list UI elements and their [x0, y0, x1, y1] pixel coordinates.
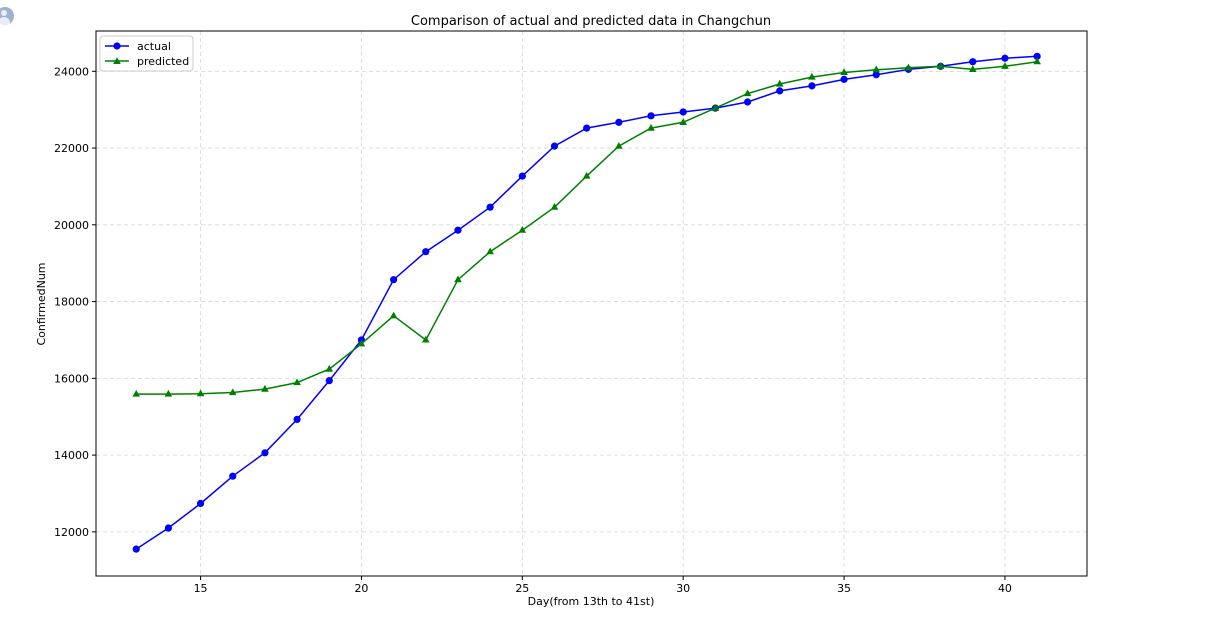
legend-marker-predicted	[113, 57, 121, 64]
data-point-predicted	[615, 141, 623, 149]
data-point-actual	[615, 118, 623, 126]
data-point-predicted	[228, 388, 237, 396]
legend-label-predicted: predicted	[137, 55, 189, 68]
chart-title: Comparison of actual and predicted data …	[411, 14, 771, 29]
data-point-actual	[454, 226, 462, 234]
data-point-actual	[132, 545, 140, 553]
data-point-predicted	[293, 378, 301, 386]
user-avatar-icon[interactable]	[0, 7, 14, 25]
data-point-actual	[840, 75, 848, 83]
data-point-predicted	[904, 63, 913, 71]
data-point-predicted	[679, 118, 687, 125]
data-point-predicted	[325, 364, 334, 372]
data-point-predicted	[936, 62, 945, 69]
data-point-actual	[776, 87, 784, 95]
legend-box	[99, 35, 194, 72]
data-point-actual	[1001, 54, 1009, 62]
data-point-predicted	[550, 202, 559, 210]
data-point-actual	[196, 499, 205, 508]
data-point-predicted	[711, 103, 720, 111]
data-point-actual	[518, 172, 526, 180]
data-point-actual	[1033, 52, 1041, 60]
y-axis-label: ConfirmedNum	[35, 262, 48, 345]
data-point-actual	[550, 142, 559, 150]
legend: actual predicted	[99, 35, 194, 72]
data-point-actual	[229, 472, 237, 480]
legend-marker-actual	[113, 42, 121, 50]
y-tick-label: 16000	[54, 372, 89, 385]
data-point-predicted	[582, 171, 591, 179]
data-point-predicted	[196, 389, 205, 397]
data-point-predicted	[743, 89, 752, 97]
data-point-actual	[743, 98, 752, 106]
data-point-actual	[486, 203, 494, 211]
data-point-predicted	[132, 389, 141, 397]
data-point-actual	[325, 377, 333, 385]
data-point-actual	[261, 449, 269, 457]
y-tick-label: 14000	[54, 449, 89, 462]
series-layer	[132, 52, 1041, 553]
legend-label-actual: actual	[137, 40, 171, 53]
data-point-predicted	[808, 72, 816, 80]
y-tick-label: 20000	[54, 219, 89, 232]
y-tick-label: 24000	[54, 65, 89, 78]
data-point-predicted	[261, 384, 269, 392]
data-point-predicted	[1033, 57, 1041, 65]
y-tick-label: 22000	[54, 142, 89, 155]
grid-lines	[96, 31, 1087, 576]
data-point-predicted	[647, 123, 655, 131]
axis-ticks: 15 20 25 30 35 40 12000 14000 16000 18000 20000 220…	[54, 65, 1012, 595]
y-tick-label: 18000	[54, 296, 89, 309]
data-point-actual	[808, 82, 816, 90]
x-tick-label: 20	[354, 582, 368, 595]
data-point-actual	[872, 71, 880, 79]
y-tick-label: 12000	[54, 526, 89, 539]
data-point-predicted	[1001, 62, 1009, 69]
data-point-predicted	[164, 389, 173, 397]
data-point-predicted	[840, 68, 848, 76]
data-point-actual	[422, 248, 430, 256]
data-point-actual	[679, 108, 687, 116]
x-axis-label: Day(from 13th to 41st)	[528, 595, 655, 608]
x-tick-label: 30	[676, 582, 690, 595]
plot-frame	[95, 30, 1088, 577]
series-line-predicted	[136, 60, 1038, 395]
data-point-actual	[164, 524, 172, 532]
data-point-predicted	[872, 65, 881, 73]
data-point-predicted	[421, 335, 430, 343]
data-point-actual	[390, 276, 398, 284]
data-point-predicted	[518, 225, 527, 233]
data-point-actual	[583, 124, 591, 132]
data-point-predicted	[389, 311, 398, 319]
data-point-actual	[647, 112, 655, 120]
x-tick-label: 15	[194, 582, 208, 595]
x-tick-label: 35	[837, 582, 851, 595]
data-point-actual	[969, 58, 977, 66]
x-tick-label: 40	[998, 582, 1012, 595]
data-point-predicted	[357, 339, 366, 347]
data-point-actual	[293, 415, 301, 424]
data-point-predicted	[454, 275, 462, 283]
data-point-predicted	[968, 65, 977, 72]
data-point-predicted	[775, 79, 784, 87]
x-tick-label: 25	[515, 582, 529, 595]
data-point-predicted	[486, 247, 494, 255]
